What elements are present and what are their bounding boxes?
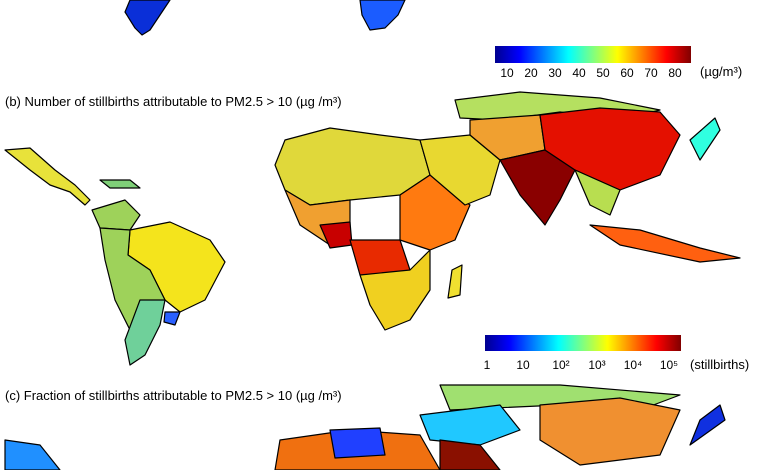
tick: 10² <box>552 358 570 372</box>
india-c <box>439 439 501 470</box>
tick: 80 <box>668 66 682 80</box>
tick: 10 <box>500 66 514 80</box>
colorbar-b-ticks: 1 10 10² 10³ 10⁴ 10⁵ <box>483 358 681 374</box>
nigeria-b <box>319 221 353 249</box>
panel-b-title: (b) Number of stillbirths attributable t… <box>5 94 342 109</box>
map-c <box>4 384 726 470</box>
africa-nw-c <box>329 427 386 459</box>
tick: 50 <box>596 66 610 80</box>
tick: 10³ <box>588 358 606 372</box>
indonesia-b <box>589 224 741 263</box>
map-b <box>4 91 741 366</box>
china-c <box>539 397 681 466</box>
tick: 10 <box>516 358 530 372</box>
north-america-c <box>4 439 61 470</box>
middle-east-c <box>419 404 521 446</box>
madagascar-b <box>447 264 463 299</box>
colombia-b <box>91 199 141 231</box>
tick: 20 <box>524 66 538 80</box>
tick: 30 <box>548 66 562 80</box>
colorbar-a-unit: (µg/m³) <box>700 64 743 79</box>
tick: 10⁵ <box>659 358 679 372</box>
se-asia-b <box>574 169 621 216</box>
colorbar-a-ticks: 10 20 30 40 50 60 70 80 <box>495 66 691 82</box>
tick: 60 <box>620 66 634 80</box>
colorbar-a <box>495 46 691 63</box>
africa-a <box>359 0 406 31</box>
colorbar-b <box>485 335 681 351</box>
map-a <box>124 0 406 36</box>
southern-africa-b <box>359 249 431 331</box>
japan-b <box>689 117 721 161</box>
argentina-b <box>124 299 166 366</box>
tick: 1 <box>483 358 491 372</box>
tick: 10⁴ <box>623 358 643 372</box>
south-america-a <box>124 0 171 36</box>
tick: 70 <box>644 66 658 80</box>
north-america-b <box>4 147 91 206</box>
colorbar-b-unit: (stillbirths) <box>690 357 750 372</box>
panel-c-title: (c) Fraction of stillbirths attributable… <box>5 388 342 403</box>
japan-c <box>689 404 726 446</box>
uruguay-b <box>163 311 181 326</box>
tick: 40 <box>572 66 586 80</box>
caribbean-b <box>99 179 141 189</box>
